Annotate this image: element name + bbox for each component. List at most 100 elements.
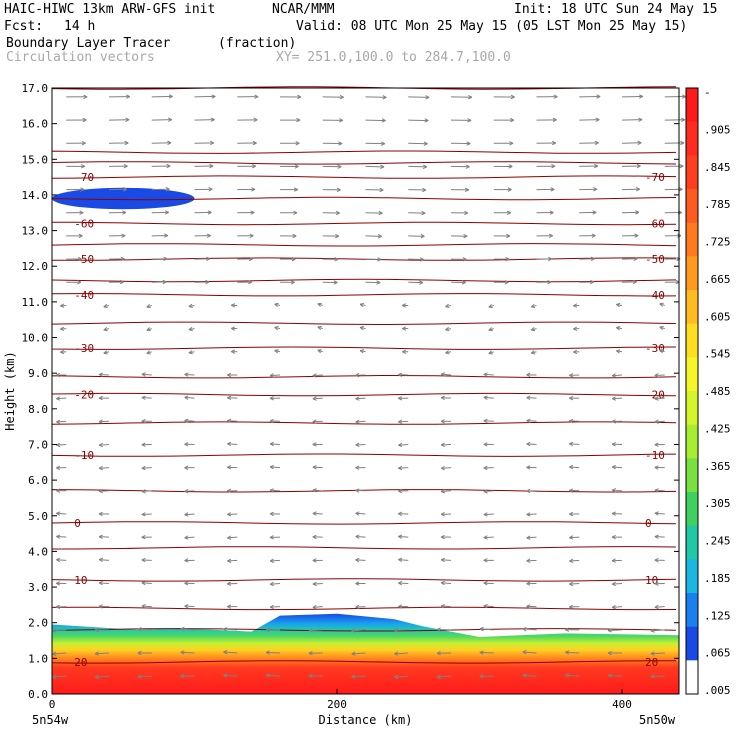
vector-arrow <box>312 512 323 515</box>
vector-arrow <box>479 628 494 631</box>
vector-arrow <box>270 606 281 608</box>
colorbar-label: .845 <box>704 161 731 174</box>
vector-arrowhead <box>269 488 274 493</box>
vector-arrowhead <box>530 327 536 332</box>
vector-arrowhead <box>504 280 509 285</box>
vector-arrow <box>612 397 623 400</box>
vector-arrowhead <box>565 627 570 632</box>
vector-arrowhead <box>440 557 445 563</box>
vector-arrow <box>569 559 580 562</box>
colorbar: - .905 .845 .785 .725 .665 .605 .545 .485 .425 .36… <box>685 86 731 697</box>
vector-arrowhead <box>359 325 365 331</box>
vector-arrowhead <box>98 580 103 586</box>
vector-arrowhead <box>333 280 338 285</box>
vector-arrowhead <box>351 651 356 656</box>
vector-arrowhead <box>440 534 445 540</box>
vector-arrow <box>479 651 494 654</box>
vector-arrowhead <box>337 164 342 169</box>
overlay-name: Circulation vectors <box>6 50 155 65</box>
vector-arrowhead <box>265 627 270 633</box>
vector-arrowhead <box>549 210 554 215</box>
contour-line <box>51 321 677 326</box>
vector-arrow <box>351 652 366 655</box>
vector-arrowhead <box>461 280 466 285</box>
vector-arrow <box>270 466 281 469</box>
contour-line <box>51 221 677 226</box>
y-tick-label: 14.0 <box>22 189 49 202</box>
vector-arrowhead <box>351 628 356 633</box>
vector-arrow <box>180 628 195 631</box>
vector-arrowhead <box>616 349 621 354</box>
vector-arrow <box>612 489 623 492</box>
vector-arrowhead <box>227 372 232 378</box>
vector-arrow <box>184 490 195 492</box>
vector-arrowhead <box>440 512 445 517</box>
contour-label: 10 <box>645 574 658 587</box>
vector-arrow <box>394 675 409 678</box>
vector-arrowhead <box>269 464 275 470</box>
vector-arrow <box>312 466 323 469</box>
vector-arrowhead <box>355 419 360 424</box>
vector-arrowhead <box>355 604 360 610</box>
vector-arrowhead <box>483 442 488 447</box>
vector-arrowhead <box>595 117 600 122</box>
vector-arrowhead <box>251 164 257 169</box>
vector-arrowhead <box>654 373 659 378</box>
vector-arrow <box>141 373 152 376</box>
vector-arrowhead <box>398 604 403 609</box>
colorbar-swatch <box>686 391 698 426</box>
y-tick-label: 16.0 <box>22 118 49 131</box>
vector-arrowhead <box>422 164 428 169</box>
vector-arrowhead <box>479 674 484 679</box>
vector-arrow <box>99 443 110 446</box>
vector-arrowhead <box>488 303 493 309</box>
vector-arrowhead <box>569 441 574 447</box>
vector-arrowhead <box>296 117 301 123</box>
vector-arrowhead <box>223 627 228 632</box>
vector-arrowhead <box>483 372 488 377</box>
vector-arrow <box>151 95 173 98</box>
vector-arrowhead <box>573 326 578 331</box>
y-tick-label: 6.0 <box>28 474 48 487</box>
contour-label: -10 <box>74 449 94 462</box>
vector-arrowhead <box>611 488 617 493</box>
vector-arrow <box>522 651 537 654</box>
vector-arrow <box>312 374 323 377</box>
vector-arrowhead <box>98 442 104 448</box>
vector-arrowhead <box>231 326 236 331</box>
vector-arrow <box>141 582 152 584</box>
vector-arrow <box>569 582 580 585</box>
vector-arrow <box>56 512 67 515</box>
vector-arrow <box>654 374 665 376</box>
vector-arrowhead <box>637 140 642 146</box>
vector-arrowhead <box>659 302 664 307</box>
vector-arrowhead <box>98 604 103 609</box>
vector-arrowhead <box>56 372 61 378</box>
vector-arrowhead <box>227 512 232 517</box>
vector-arrowhead <box>180 650 185 655</box>
vector-arrow <box>270 559 281 562</box>
vector-arrow <box>398 443 409 446</box>
vector-arrowhead <box>440 489 445 494</box>
vector-arrow <box>99 559 110 561</box>
y-tick-label: 7.0 <box>28 438 48 451</box>
vector-arrowhead <box>553 94 558 99</box>
vector-arrowhead <box>56 419 61 424</box>
colorbar-swatch <box>686 458 698 493</box>
vector-arrowhead <box>679 163 684 169</box>
x-start-location: 5n54w <box>32 713 69 727</box>
vector-arrowhead <box>436 674 441 679</box>
vector-arrow <box>526 397 537 399</box>
vector-arrowhead <box>483 558 488 563</box>
vector-arrowhead <box>650 674 655 679</box>
vector-arrowhead <box>565 650 570 655</box>
vector-arrowhead <box>611 534 616 540</box>
vector-arrowhead <box>121 233 126 238</box>
vector-arrow <box>351 675 366 678</box>
vector-arrowhead <box>98 557 104 563</box>
colorbar-label: .545 <box>704 348 731 361</box>
vector-arrowhead <box>184 512 189 517</box>
vector-arrowhead <box>654 465 659 470</box>
vector-arrowhead <box>483 418 488 424</box>
vector-arrowhead <box>611 581 616 587</box>
